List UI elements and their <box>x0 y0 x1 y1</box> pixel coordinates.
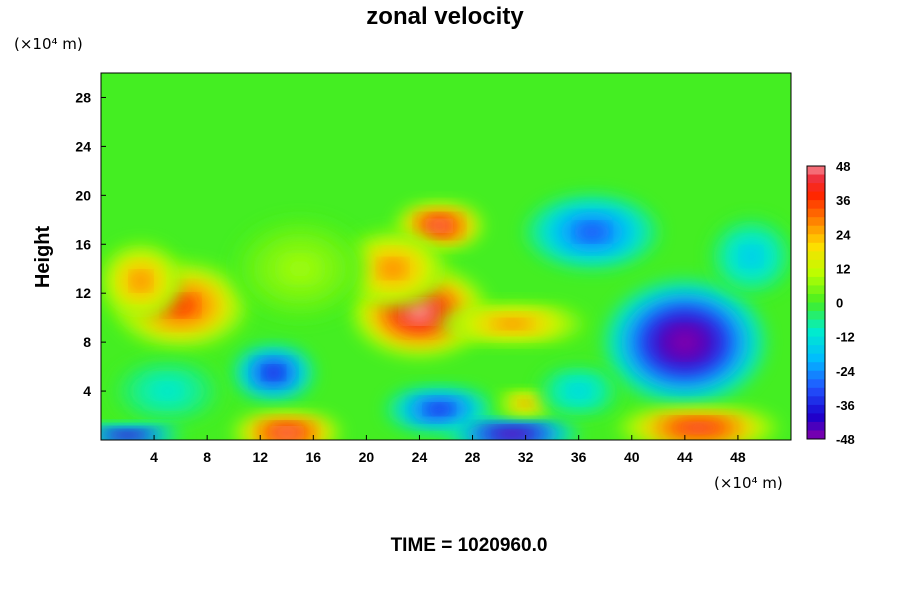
colorbar-band <box>807 421 825 431</box>
colorbar-band <box>807 191 825 201</box>
colorbar-band <box>807 362 825 372</box>
field-feature-5-level-4 <box>497 319 527 328</box>
x-tick-label: 20 <box>359 449 375 465</box>
x-tick-label: 44 <box>677 449 693 465</box>
y-axis-label: Height <box>32 226 54 289</box>
field-feature-6-level-4 <box>286 258 314 279</box>
field-feature-4-level-4 <box>382 261 404 277</box>
colorbar-tick-label: 12 <box>836 261 850 276</box>
colorbar-band <box>807 225 825 235</box>
colorbar-tick-label: 36 <box>836 193 850 208</box>
x-tick-label: 40 <box>624 449 640 465</box>
field-feature-18-level-4 <box>743 249 760 264</box>
field-feature-7-level-4 <box>668 329 701 355</box>
colorbar-band <box>807 302 825 312</box>
colorbar-tick-label: -12 <box>836 330 855 345</box>
colorbar-tick-label: -48 <box>836 432 855 447</box>
colorbar-band <box>807 251 825 261</box>
colorbar-band <box>807 208 825 218</box>
colorbar-band <box>807 404 825 414</box>
colorbar-band <box>807 430 825 440</box>
x-axis-unit: (×10⁴ m) <box>714 474 783 492</box>
y-tick-label: 24 <box>75 138 91 154</box>
colorbar-band <box>807 353 825 363</box>
field-feature-10-level-4 <box>428 405 450 414</box>
x-tick-label: 24 <box>412 449 428 465</box>
y-tick-label: 12 <box>75 285 91 301</box>
field-feature-17-level-4 <box>116 433 139 438</box>
y-tick-label: 16 <box>75 236 91 252</box>
y-tick-label: 20 <box>75 187 91 203</box>
x-tick-label: 8 <box>203 449 211 465</box>
colorbar-band <box>807 259 825 269</box>
field-feature-14-level-4 <box>520 400 531 406</box>
field-feature-15-level-4 <box>156 384 178 398</box>
colorbar-band <box>807 328 825 338</box>
colorbar-band <box>807 234 825 244</box>
colorbar-band <box>807 217 825 227</box>
colorbar-band <box>807 370 825 380</box>
field-feature-0-level-4 <box>167 297 194 314</box>
x-tick-label: 12 <box>252 449 268 465</box>
field-feature-13-level-4 <box>682 423 715 432</box>
plot-frame <box>100 72 792 441</box>
colorbar-tick-label: 0 <box>836 296 843 311</box>
x-tick-label: 16 <box>306 449 322 465</box>
colorbar-band <box>807 200 825 210</box>
y-tick-label: 8 <box>83 334 91 350</box>
x-tick-label: 36 <box>571 449 587 465</box>
colorbar-band <box>807 387 825 397</box>
field-feature-1-level-4 <box>132 273 149 289</box>
colorbar-frame <box>806 165 826 440</box>
time-label: TIME = 1020960.0 <box>391 535 548 556</box>
y-tick-label: 4 <box>83 383 91 399</box>
colorbar-band <box>807 268 825 278</box>
colorbar-band <box>807 413 825 423</box>
field-feature-12-level-4 <box>276 428 298 437</box>
field-feature-8-level-4 <box>578 224 606 240</box>
y-axis: 4 8 12 16 20 24 28 <box>75 89 106 399</box>
y-tick-label: 28 <box>75 89 91 105</box>
colorbar-band <box>807 242 825 252</box>
x-tick-label: 28 <box>465 449 481 465</box>
colorbar-band <box>807 379 825 389</box>
field-feature-3-level-4 <box>430 221 448 231</box>
field-feature-16-level-4 <box>570 386 587 396</box>
colorbar-band <box>807 166 825 176</box>
colorbar-tick-label: -36 <box>836 398 855 413</box>
colorbar-band <box>807 174 825 184</box>
colorbar-band <box>807 183 825 193</box>
colorbar-band <box>807 319 825 329</box>
colorbar-tick-label: -24 <box>836 364 856 379</box>
colorbar: 48 36 24 12 0 -12 -24 -36 -48 <box>806 159 856 447</box>
chart-title: zonal velocity <box>366 3 524 30</box>
x-tick-label: 48 <box>730 449 746 465</box>
colorbar-band <box>807 293 825 303</box>
plot-area <box>101 73 791 440</box>
colorbar-band <box>807 336 825 346</box>
colorbar-tick-label: 24 <box>836 227 851 242</box>
colorbar-band <box>807 276 825 286</box>
colorbar-band <box>807 345 825 355</box>
colorbar-band <box>807 311 825 321</box>
colorbar-tick-label: 48 <box>836 159 850 174</box>
y-axis-unit: (×10⁴ m) <box>14 35 83 53</box>
colorbar-band <box>807 396 825 406</box>
x-tick-label: 32 <box>518 449 534 465</box>
x-tick-label: 4 <box>150 449 158 465</box>
field-feature-2-level-4 <box>406 302 433 321</box>
x-axis: 4 8 12 16 20 24 28 32 36 40 44 48 <box>150 435 746 465</box>
field-feature-9-level-4 <box>265 367 282 379</box>
colorbar-band <box>807 285 825 295</box>
field-feature-11-level-4 <box>499 430 526 437</box>
